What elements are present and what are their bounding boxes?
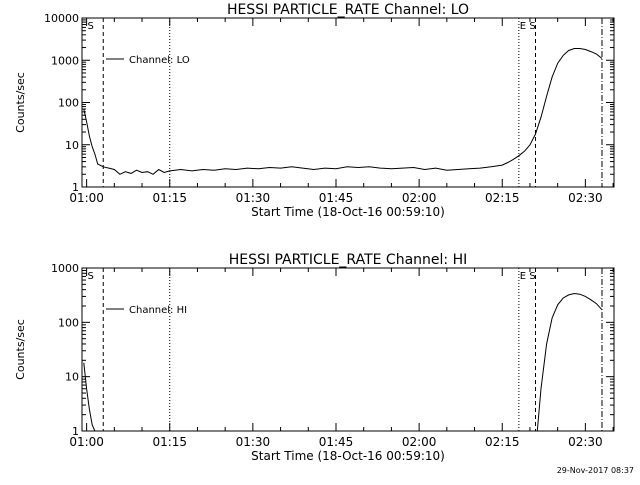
chart2-x-tick-label: 02:00: [402, 435, 437, 449]
chart2-y-axis-label: Counts/sec: [14, 319, 27, 380]
chart1-x-tick-label: 02:30: [568, 191, 603, 205]
chart1-x-tick-label: 02:15: [485, 191, 520, 205]
chart2-x-tick-label: 02:30: [568, 435, 603, 449]
footer-timestamp: 29-Nov-2017 08:37: [556, 466, 634, 475]
chart1-y-tick-label: 1000: [51, 54, 79, 67]
chart2-y-tick-label: 1000: [51, 262, 79, 275]
chart1-marker-label: E: [520, 21, 526, 32]
chart1-legend-label: Channel: LO: [129, 55, 190, 66]
chart2-marker-label: S: [87, 271, 93, 282]
chart2-x-tick-label: 01:45: [319, 435, 354, 449]
chart2-marker-label: S: [529, 271, 535, 282]
chart1-x-tick-label: 01:30: [236, 191, 271, 205]
chart1-series-0-line: [83, 48, 603, 175]
chart1-x-axis-label: Start Time (18-Oct-16 00:59:10): [251, 205, 445, 219]
chart2-x-tick-label: 01:15: [152, 435, 187, 449]
chart1-y-tick-label: 100: [58, 97, 79, 110]
chart1-title: HESSI PARTICLE_RATE Channel: LO: [227, 2, 469, 18]
chart2-marker-label: E: [520, 271, 526, 282]
chart1-x-tick-label: 01:15: [152, 191, 187, 205]
chart2-y-tick-label: 10: [65, 371, 79, 384]
chart2-plot-frame: [81, 267, 615, 432]
chart1-marker-label: S: [87, 21, 93, 32]
chart2-title: HESSI PARTICLE_RATE Channel: HI: [229, 252, 467, 268]
chart2-x-tick-label: 02:15: [485, 435, 520, 449]
chart1-x-tick-label: 01:00: [69, 191, 104, 205]
chart1-y-tick-label: 10000: [44, 12, 79, 25]
chart2-y-tick-label: 1: [72, 425, 79, 438]
chart1-y-tick-label: 1: [72, 181, 79, 194]
chart2-legend-label: Channel: HI: [129, 305, 187, 316]
chart1-marker-label: S: [529, 21, 535, 32]
chart1-x-tick-label: 01:45: [319, 191, 354, 205]
chart1-y-tick-label: 10: [65, 139, 79, 152]
chart2-series-0-line: [83, 292, 603, 432]
chart2-y-tick-label: 100: [58, 316, 79, 329]
chart2-x-tick-label: 01:00: [69, 435, 104, 449]
chart2-x-axis-label: Start Time (18-Oct-16 00:59:10): [251, 449, 445, 463]
chart1-y-axis-label: Counts/sec: [14, 72, 27, 133]
chart1-plot-frame: [81, 17, 615, 188]
chart1-x-tick-label: 02:00: [402, 191, 437, 205]
chart2-x-tick-label: 01:30: [236, 435, 271, 449]
